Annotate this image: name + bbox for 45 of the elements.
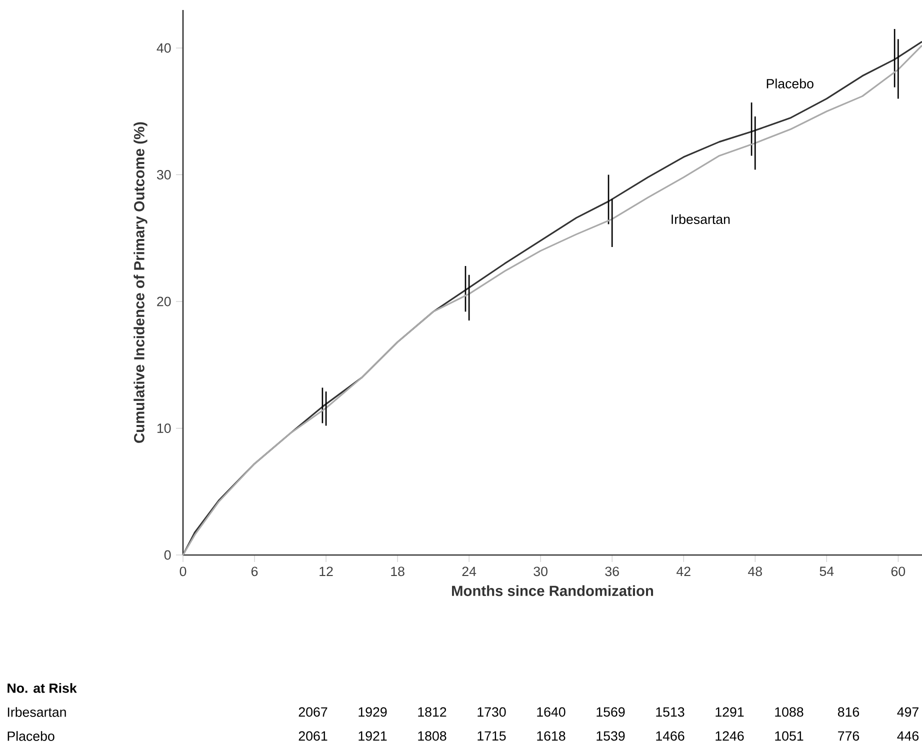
text: 1808 [418, 731, 446, 741]
text: Placebo [8, 731, 54, 741]
x-tick-label: 18 [391, 566, 404, 576]
series-label: Irbesartan [672, 214, 730, 224]
series-label: Placebo [766, 78, 814, 88]
text: 1088 [775, 707, 804, 717]
text: 1921 [358, 731, 387, 741]
text: 1640 [537, 707, 566, 717]
x-tick-label: 30 [534, 566, 548, 576]
text: 1539 [596, 731, 625, 741]
y-tick-label: 0 [164, 550, 171, 560]
x-tick-label: 12 [320, 566, 333, 576]
y-tick-label: 40 [156, 43, 171, 53]
x-tick-label: 48 [748, 566, 762, 576]
text: Irbesartan [8, 707, 66, 717]
y-tick-label: 10 [157, 424, 171, 433]
text: 1051 [775, 731, 804, 741]
text: 1929 [358, 707, 387, 717]
text: 1812 [418, 707, 446, 717]
text: 1618 [537, 731, 566, 741]
text: 497 [897, 707, 918, 717]
x-tick-label: 24 [462, 566, 476, 576]
x-tick-label: 0 [180, 566, 186, 576]
y-axis-title: Cumulative Incidence of Primary Outcome (%) [134, 122, 148, 443]
text: 2061 [298, 731, 328, 741]
text: 1466 [656, 731, 684, 741]
text: 776 [838, 731, 860, 741]
text: 1513 [656, 707, 684, 717]
y-tick-label: 30 [156, 170, 171, 180]
text: No. at Risk [8, 683, 77, 693]
text: 446 [897, 731, 919, 741]
x-axis-title: Months since Randomization [452, 585, 654, 596]
text: 1291 [716, 707, 744, 717]
y-tick-label: 20 [157, 296, 171, 306]
text: 1730 [478, 707, 506, 717]
x-tick-label: 36 [605, 566, 619, 576]
text: 2067 [298, 707, 328, 717]
text: 1569 [596, 707, 625, 717]
x-tick-label: 42 [676, 566, 690, 576]
x-tick-label: 6 [251, 566, 258, 576]
text: 816 [838, 707, 860, 717]
x-tick-label: 60 [891, 566, 906, 576]
text: 1715 [478, 731, 506, 741]
x-tick-label: 54 [820, 566, 834, 576]
text: 1246 [716, 731, 744, 741]
